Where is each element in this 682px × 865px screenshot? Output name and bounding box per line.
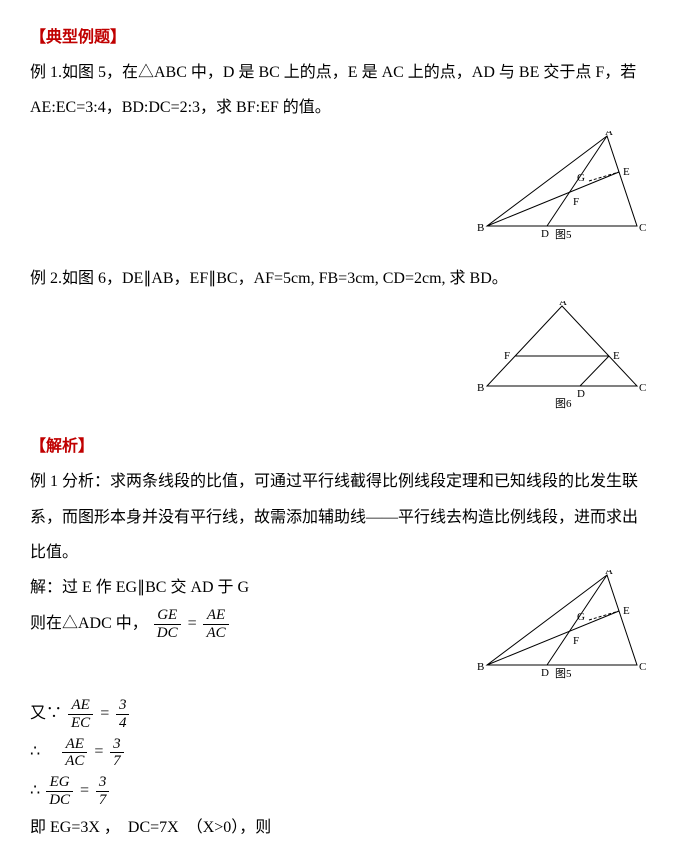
svg-text:D: D: [577, 388, 585, 400]
svg-text:D: D: [541, 228, 549, 240]
frac-eg-dc: EGDC: [46, 774, 73, 808]
svg-text:C: C: [639, 222, 646, 234]
example1-text: 例 1.如图 5，在△ABC 中，D 是 BC 上的点，E 是 AC 上的点，A…: [30, 55, 652, 125]
svg-text:A: A: [605, 131, 613, 138]
analysis-p6-pre: ∴: [30, 782, 40, 799]
svg-text:E: E: [623, 605, 630, 617]
svg-text:E: E: [613, 350, 620, 362]
analysis-eq2-line: 又∵ AEEC = 34: [30, 695, 652, 733]
svg-text:C: C: [639, 661, 646, 673]
svg-text:C: C: [639, 382, 646, 394]
frac-3-7a: 37: [110, 736, 124, 770]
analysis-eq3-line: ∴ AEAC = 37: [30, 733, 652, 771]
svg-text:F: F: [573, 635, 579, 647]
svg-text:E: E: [623, 166, 630, 178]
example2-text: 例 2.如图 6，DE∥AB，EF∥BC，AF=5cm, FB=3cm, CD=…: [30, 261, 652, 296]
svg-text:G: G: [577, 611, 585, 623]
analysis-p3-pre: 则在△ADC 中，: [30, 615, 148, 632]
triangle-diagram-fig6: A B C D E F 图6: [477, 301, 652, 411]
svg-text:图6: 图6: [555, 397, 572, 410]
frac-ae-ec: AEEC: [68, 697, 93, 731]
figure-5: A B C D E F G 图5: [30, 131, 652, 256]
svg-text:图5: 图5: [555, 667, 572, 680]
frac-3-4: 34: [116, 697, 130, 731]
analysis-eq4-line: ∴ EGDC = 37: [30, 772, 652, 810]
analysis-p4-pre: 又∵: [30, 705, 62, 722]
svg-text:A: A: [605, 570, 613, 577]
svg-text:A: A: [559, 301, 567, 308]
figure-5-repeat: A B C D E F G 图5: [477, 570, 652, 695]
svg-text:F: F: [504, 350, 510, 362]
svg-text:D: D: [541, 667, 549, 679]
svg-text:B: B: [477, 661, 484, 673]
frac-ge-dc: GEDC: [154, 607, 181, 641]
frac-ae-ac2: AEAC: [62, 736, 87, 770]
section-heading-analysis: 【解析】: [30, 429, 652, 464]
svg-text:G: G: [577, 172, 585, 184]
figure-6: A B C D E F 图6: [30, 301, 652, 424]
analysis-p1: 例 1 分析：求两条线段的比值，可通过平行线截得比例线段定理和已知线段的比发生联…: [30, 464, 652, 570]
triangle-diagram-fig5b: A B C D E F G 图5: [477, 570, 652, 682]
section-heading-examples: 【典型例题】: [30, 20, 652, 55]
svg-text:图5: 图5: [555, 228, 572, 241]
svg-text:B: B: [477, 382, 484, 394]
triangle-diagram-fig5: A B C D E F G 图5: [477, 131, 652, 243]
frac-ae-ac: AEAC: [203, 607, 228, 641]
analysis-p7: 即 EG=3X ， DC=7X （X>0），则: [30, 810, 652, 845]
svg-text:F: F: [573, 196, 579, 208]
analysis-p5-pre: ∴: [30, 743, 56, 760]
frac-3-7b: 37: [96, 774, 110, 808]
svg-text:B: B: [477, 222, 484, 234]
